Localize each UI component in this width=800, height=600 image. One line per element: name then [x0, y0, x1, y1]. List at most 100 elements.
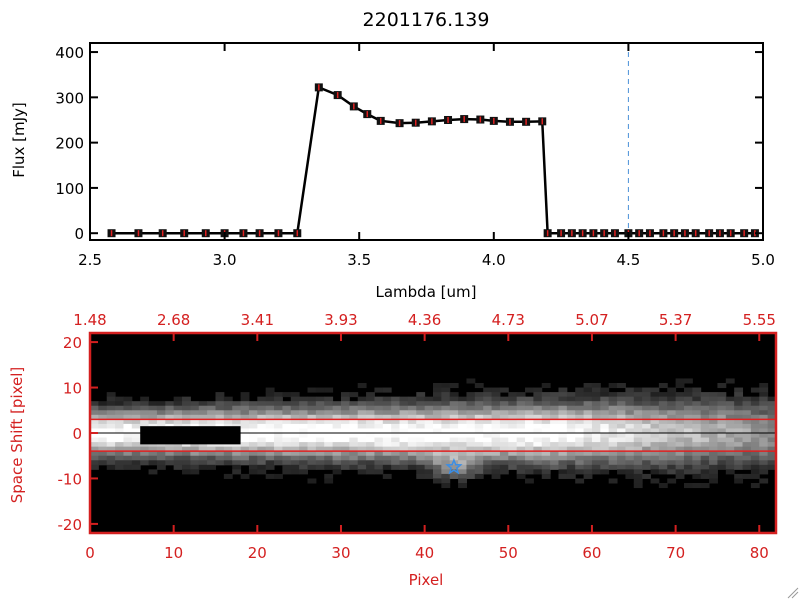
image-pixel: [566, 423, 576, 429]
image-pixel: [658, 433, 668, 439]
image-pixel: [650, 464, 660, 470]
image-pixel: [449, 419, 459, 425]
image-pixel: [725, 410, 735, 416]
image-pixel: [324, 451, 334, 457]
image-pixel: [566, 469, 576, 475]
resize-grip-icon[interactable]: [787, 587, 799, 599]
image-pixel: [140, 396, 150, 402]
image-pixel: [558, 396, 568, 402]
image-pixel: [458, 419, 467, 425]
image-pixel: [223, 410, 233, 416]
image-pixel: [223, 473, 233, 479]
top-x-label: Lambda [um]: [376, 283, 477, 301]
image-pixel: [633, 451, 643, 457]
image-pixel: [441, 437, 451, 443]
image-pixel: [725, 396, 735, 402]
image-pixel: [190, 455, 200, 461]
image-pixel: [324, 433, 334, 439]
image-pixel: [374, 405, 384, 411]
image-pixel: [248, 428, 258, 434]
image-pixel: [156, 410, 166, 416]
image-pixel: [466, 419, 476, 425]
image-pixel: [533, 437, 543, 443]
image-pixel: [416, 442, 426, 448]
image-pixel: [525, 419, 534, 425]
image-pixel: [675, 451, 685, 457]
image-pixel: [416, 460, 426, 466]
image-pixel: [734, 464, 744, 470]
image-pixel: [742, 401, 752, 407]
image-pixel: [692, 460, 702, 466]
image-pixel: [374, 401, 384, 407]
image-pixel: [98, 405, 108, 411]
image-pixel: [633, 437, 643, 443]
image-pixel: [667, 451, 677, 457]
image-pixel: [516, 428, 526, 434]
image-pixel: [658, 460, 668, 466]
image-pixel: [466, 464, 476, 470]
image-pixel: [474, 464, 484, 470]
image-pixel: [533, 396, 543, 402]
image-pixel: [357, 451, 367, 457]
image-pixel: [282, 414, 292, 420]
image-pixel: [407, 460, 417, 466]
image-pixel: [466, 414, 476, 420]
image-pixel: [366, 451, 375, 457]
image-pixel: [558, 405, 568, 411]
image-pixel: [608, 401, 618, 407]
image-pixel: [282, 469, 292, 475]
image-pixel: [675, 392, 685, 398]
image-pixel: [692, 387, 702, 393]
image-pixel: [541, 401, 551, 407]
image-pixel: [692, 392, 702, 398]
image-pixel: [541, 410, 551, 416]
image-pixel: [700, 483, 710, 489]
image-pixel: [399, 455, 409, 461]
image-pixel: [106, 414, 116, 420]
image-pixel: [374, 419, 384, 425]
image-pixel: [683, 387, 693, 393]
image-pixel: [424, 460, 434, 466]
image-pixel: [248, 455, 258, 461]
image-pixel: [207, 419, 216, 425]
top-wavelength-tick-label: 3.93: [324, 311, 357, 329]
image-pixel: [240, 442, 250, 448]
image-pixel: [525, 414, 534, 420]
image-pixel: [700, 401, 710, 407]
image-pixel: [591, 428, 601, 434]
image-pixel: [257, 414, 267, 420]
image-pixel: [357, 383, 367, 389]
image-pixel: [416, 419, 426, 425]
image-pixel: [491, 433, 501, 439]
image-pixel: [265, 433, 275, 439]
image-pixel: [349, 401, 359, 407]
image-pixel: [340, 455, 350, 461]
image-pixel: [240, 392, 250, 398]
image-pixel: [274, 451, 283, 457]
image-pixel: [257, 405, 267, 411]
image-pixel: [131, 455, 141, 461]
bottom-y-label: Space Shift [pixel]: [8, 367, 26, 504]
image-pixel: [324, 423, 334, 429]
image-pixel: [399, 414, 409, 420]
image-pixel: [90, 451, 99, 457]
image-pixel: [533, 410, 543, 416]
image-pixel: [106, 451, 116, 457]
image-pixel: [115, 423, 124, 429]
image-pixel: [667, 460, 677, 466]
top-wavelength-tick-label: 5.55: [743, 311, 776, 329]
image-pixel: [106, 437, 116, 443]
image-pixel: [148, 442, 158, 448]
image-pixel: [282, 437, 292, 443]
image-pixel: [332, 428, 342, 434]
image-pixel: [525, 410, 534, 416]
image-pixel: [407, 464, 417, 470]
spatial-image-plot: 0 1.48 10 2.68 20 3.41 30 3.93 40 4.36 50 4.73 60 5.0…: [58, 311, 778, 562]
image-pixel: [265, 392, 275, 398]
image-pixel: [282, 419, 292, 425]
image-pixel: [675, 410, 685, 416]
image-pixel: [466, 437, 476, 443]
image-pixel: [182, 460, 191, 466]
image-pixel: [165, 410, 175, 416]
image-pixel: [558, 387, 568, 393]
